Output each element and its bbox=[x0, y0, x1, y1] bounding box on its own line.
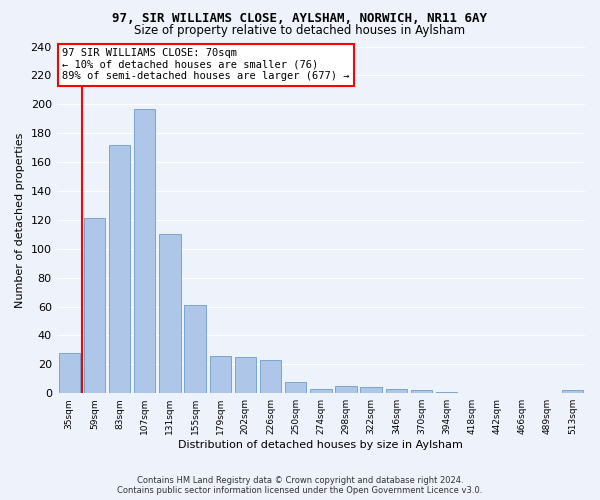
Y-axis label: Number of detached properties: Number of detached properties bbox=[15, 132, 25, 308]
Text: Contains HM Land Registry data © Crown copyright and database right 2024.
Contai: Contains HM Land Registry data © Crown c… bbox=[118, 476, 482, 495]
Bar bbox=[235, 357, 256, 393]
Bar bbox=[310, 389, 332, 393]
X-axis label: Distribution of detached houses by size in Aylsham: Distribution of detached houses by size … bbox=[178, 440, 463, 450]
Bar bbox=[386, 389, 407, 393]
Bar bbox=[159, 234, 181, 393]
Bar bbox=[436, 392, 457, 393]
Bar bbox=[109, 144, 130, 393]
Text: Size of property relative to detached houses in Aylsham: Size of property relative to detached ho… bbox=[134, 24, 466, 37]
Text: 97, SIR WILLIAMS CLOSE, AYLSHAM, NORWICH, NR11 6AY: 97, SIR WILLIAMS CLOSE, AYLSHAM, NORWICH… bbox=[113, 12, 487, 24]
Bar bbox=[184, 305, 206, 393]
Bar bbox=[361, 388, 382, 393]
Bar bbox=[59, 353, 80, 393]
Bar bbox=[335, 386, 356, 393]
Bar bbox=[411, 390, 432, 393]
Bar bbox=[134, 108, 155, 393]
Bar bbox=[285, 382, 307, 393]
Bar bbox=[84, 218, 105, 393]
Bar bbox=[209, 356, 231, 393]
Bar bbox=[562, 390, 583, 393]
Text: 97 SIR WILLIAMS CLOSE: 70sqm
← 10% of detached houses are smaller (76)
89% of se: 97 SIR WILLIAMS CLOSE: 70sqm ← 10% of de… bbox=[62, 48, 349, 82]
Bar bbox=[260, 360, 281, 393]
